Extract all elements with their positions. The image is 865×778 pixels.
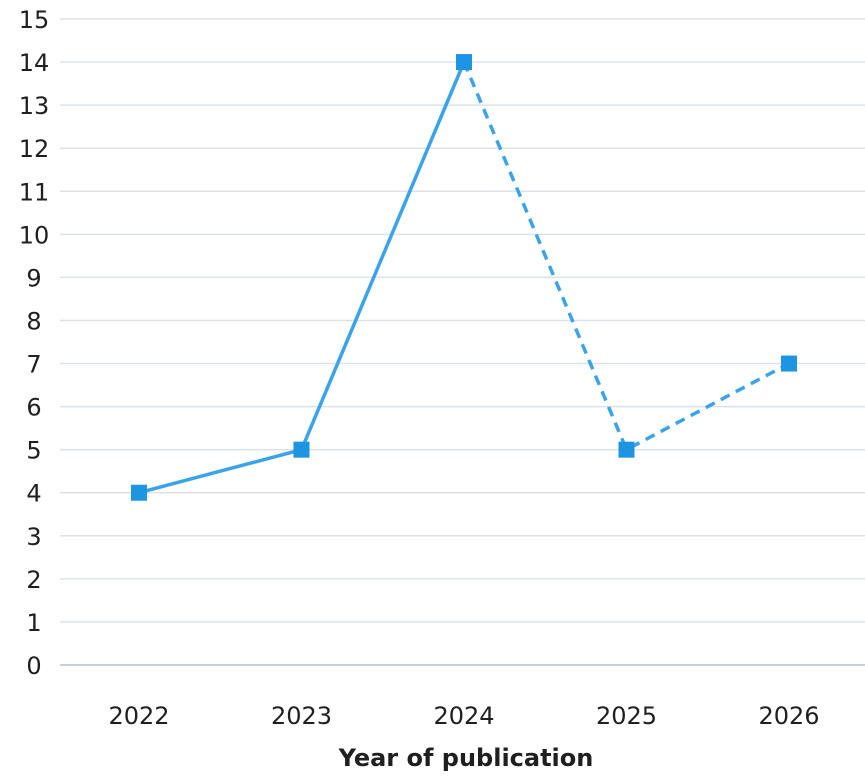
- y-tick-label: 2: [26, 566, 41, 594]
- y-tick-label: 15: [19, 6, 50, 34]
- y-tick-label: 8: [26, 307, 41, 335]
- y-tick-label: 5: [26, 437, 41, 465]
- y-tick-label: 7: [26, 351, 41, 379]
- y-tick-label: 0: [26, 652, 41, 680]
- y-tick-label: 1: [26, 609, 41, 637]
- data-point-marker: [131, 484, 147, 501]
- y-tick-label: 6: [26, 394, 41, 422]
- x-tick-label: 2023: [271, 702, 332, 730]
- x-tick-label: 2022: [108, 702, 169, 730]
- gridlines: [60, 18, 865, 666]
- series-markers: [131, 54, 797, 501]
- data-point-marker: [293, 441, 310, 458]
- y-tick-label: 3: [26, 523, 41, 551]
- y-tick-label: 14: [19, 49, 50, 77]
- y-tick-label: 10: [19, 221, 50, 249]
- x-axis-tick-labels: 2022 2023 2024 2025 2026: [108, 702, 819, 730]
- y-tick-label: 13: [19, 92, 50, 120]
- data-point-marker: [781, 355, 797, 372]
- y-tick-label: 11: [19, 178, 50, 206]
- x-tick-label: 2025: [596, 702, 657, 730]
- y-tick-label: 12: [19, 135, 50, 163]
- data-point-marker: [456, 54, 472, 71]
- data-point-marker: [618, 441, 635, 458]
- y-tick-label: 9: [26, 264, 41, 292]
- x-axis-title: Year of publication: [338, 744, 594, 772]
- x-tick-label: 2024: [433, 702, 494, 730]
- series-line-dashed: [462, 61, 790, 452]
- x-tick-label: 2026: [758, 702, 819, 730]
- y-tick-label: 4: [26, 480, 41, 508]
